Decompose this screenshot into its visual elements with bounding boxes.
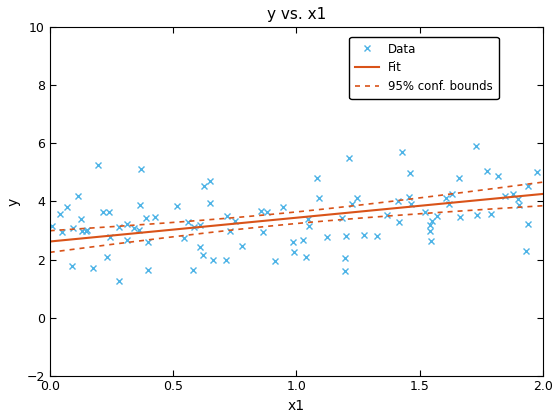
95% conf. bounds <box>493 186 500 191</box>
95% conf. bounds <box>46 228 53 233</box>
Data <box>227 228 234 234</box>
95% conf. bounds <box>338 205 345 210</box>
Line: 95% conf. bounds: 95% conf. bounds <box>50 182 543 231</box>
Data <box>429 218 436 223</box>
Fit <box>338 211 345 216</box>
Data <box>100 210 106 215</box>
Data <box>231 219 238 224</box>
Fit <box>462 199 469 204</box>
Title: y vs. x1: y vs. x1 <box>267 7 326 22</box>
Fit <box>493 196 500 201</box>
95% conf. bounds <box>340 205 347 210</box>
Data <box>207 178 213 184</box>
95% conf. bounds <box>48 228 55 233</box>
Data <box>116 279 123 284</box>
Fit <box>46 239 53 244</box>
Legend: Data, Fit, 95% conf. bounds: Data, Fit, 95% conf. bounds <box>349 37 499 99</box>
Data <box>190 268 197 273</box>
Data <box>323 234 330 239</box>
Data <box>472 144 479 149</box>
Y-axis label: y: y <box>7 197 21 205</box>
Fit <box>348 210 355 215</box>
X-axis label: x1: x1 <box>288 399 305 413</box>
95% conf. bounds <box>348 203 355 208</box>
Line: Data: Data <box>49 143 540 285</box>
Data <box>304 216 311 221</box>
Fit <box>340 211 347 216</box>
95% conf. bounds <box>462 189 469 194</box>
95% conf. bounds <box>540 180 547 185</box>
Line: Fit: Fit <box>50 194 543 242</box>
Fit <box>48 239 55 244</box>
Fit <box>540 192 547 197</box>
